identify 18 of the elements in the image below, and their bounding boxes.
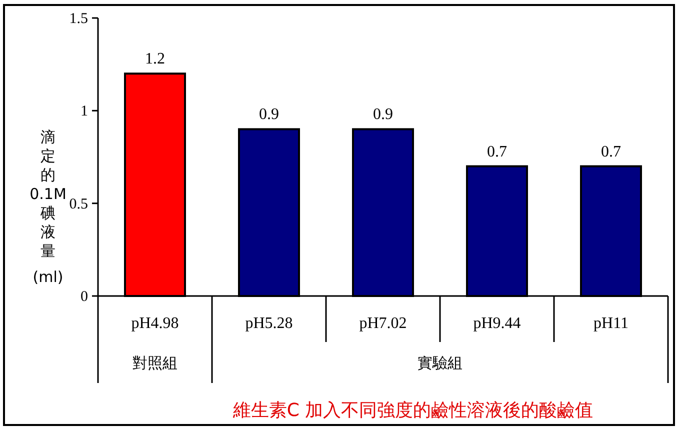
text: 實驗組 [418,354,462,372]
y-tick-label: 1 [80,104,88,120]
y-tick-label: 1.5 [69,11,88,27]
data-label: 0.7 [487,143,507,160]
y-axis-title: 滴定的0.1M碘液量(ml) [30,128,66,286]
text: 維生素C 加入不同強度的鹼性溶液後的酸鹼值 [232,400,594,421]
x-tick-label: pH7.02 [359,315,407,332]
x-tick-label: pH4.98 [131,315,179,332]
x-tick-label: pH9.44 [473,315,521,332]
data-label: 0.9 [373,106,393,124]
data-label: 1.2 [145,50,165,68]
data-label: 0.7 [601,143,621,160]
y-tick-label: 0.5 [69,196,88,212]
text: 對照組 [132,354,178,372]
y-tick-label: 0 [80,289,88,305]
x-tick-label: pH11 [594,315,628,332]
data-label: 0.9 [259,106,279,124]
x-tick-label: pH5.28 [245,315,293,332]
